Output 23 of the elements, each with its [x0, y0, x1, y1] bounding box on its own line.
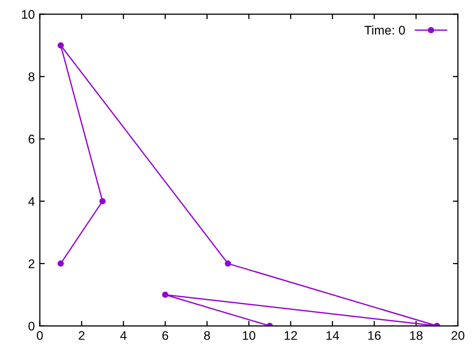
- x-tick-label: 16: [368, 331, 381, 340]
- point: [224, 260, 232, 267]
- point: [58, 260, 64, 267]
- x-tick-label: 10: [242, 331, 256, 340]
- x-tick-label: 2: [78, 331, 84, 340]
- x-tick-label: 4: [120, 331, 127, 340]
- x-tick-label: 0: [36, 331, 43, 340]
- x-tick-label: 6: [162, 331, 168, 340]
- y-tick-label: 0: [28, 322, 34, 331]
- x-tick-label: 14: [326, 331, 340, 340]
- legend-label: Time: 0: [364, 25, 405, 35]
- x-tick-label: 12: [284, 331, 297, 340]
- y-tick-label: 10: [22, 10, 34, 19]
- point: [58, 42, 64, 48]
- y-tick-label: 4: [28, 197, 35, 206]
- x-tick-label: 18: [410, 331, 422, 340]
- y-tick-label: 8: [28, 72, 34, 82]
- y-tick-label: 2: [28, 259, 34, 268]
- y-tick-label: 6: [28, 134, 34, 144]
- x-tick-label: 20: [452, 331, 464, 340]
- point: [162, 292, 168, 298]
- x-tick-label: 8: [204, 331, 210, 340]
- point: [99, 198, 106, 204]
